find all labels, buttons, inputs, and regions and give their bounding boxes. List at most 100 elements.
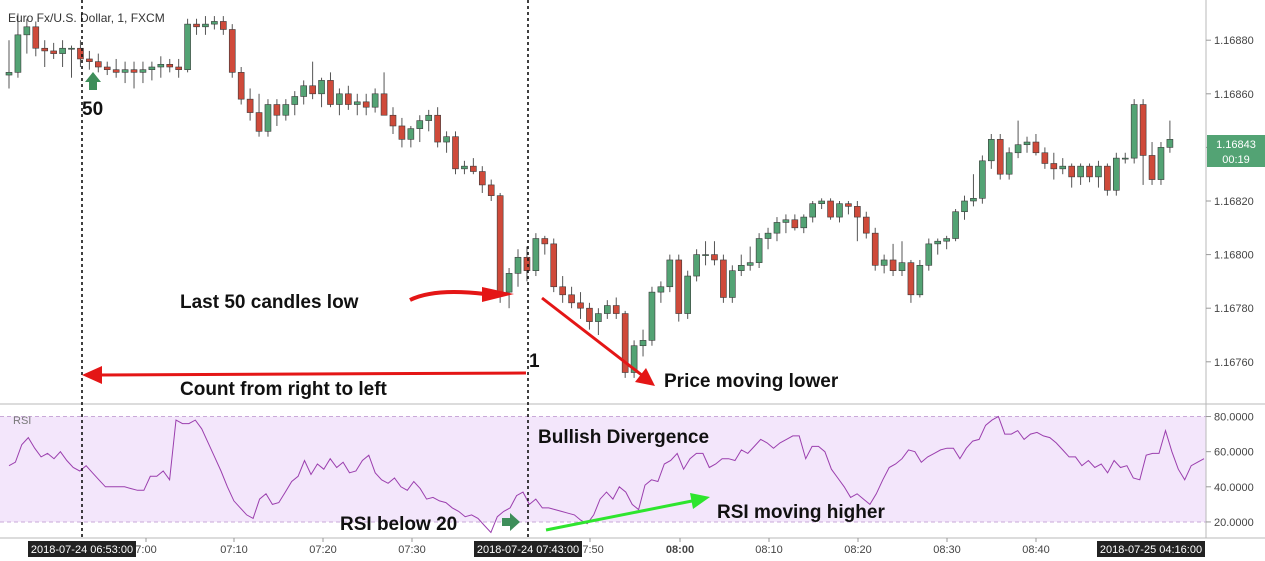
time-marker-end-bg [474, 541, 582, 557]
count-start-label: 50 [82, 99, 103, 120]
candle-body [41, 47, 49, 52]
candle-body [630, 345, 638, 373]
price-tick-label: 1.16760 [1214, 357, 1254, 369]
candle-body [264, 104, 272, 132]
candle-body [398, 125, 406, 140]
candle-body [1121, 157, 1129, 160]
candle-body [166, 64, 174, 68]
time-axis: 7:00 07:10 07:20 07:30 07:50 08:00 08:10 08:20 0… [135, 538, 1050, 556]
candle-body [773, 222, 781, 234]
candle-body [470, 165, 477, 172]
candle-body [979, 160, 986, 199]
candle-body [1095, 165, 1102, 178]
candle-body [1077, 165, 1084, 178]
candle-body [1023, 141, 1031, 146]
price-tick-label: 1.16860 [1214, 89, 1254, 101]
price-tick-label: 1.16820 [1214, 196, 1254, 208]
candle-body [854, 206, 861, 218]
time-tick-label: 08:40 [1022, 544, 1050, 556]
time-tick-label: 07:10 [220, 544, 248, 556]
price-tick-label: 1.16800 [1214, 250, 1254, 262]
candle-body [514, 256, 522, 274]
candle-body [800, 216, 808, 229]
rsi-axis: 80.0000 60.0000 40.0000 20.0000 [1206, 412, 1254, 529]
candle-body [461, 165, 468, 170]
candle-body [1139, 104, 1147, 156]
candle-body [693, 254, 700, 277]
candle-body [1086, 165, 1093, 178]
candle-body [193, 23, 200, 28]
candle-body [934, 240, 942, 245]
time-tick-label: 7:00 [135, 544, 156, 556]
candle-body [255, 112, 263, 132]
candle-body [202, 23, 209, 28]
candle-body [737, 265, 745, 271]
candle-body [14, 34, 22, 73]
candle-body [970, 198, 977, 202]
candle-body [478, 171, 486, 186]
candle-body [112, 69, 120, 73]
candle-body [720, 259, 727, 298]
candle-body [300, 85, 307, 97]
green-right-arrow-icon [502, 513, 520, 531]
price-tick-label: 1.16880 [1214, 35, 1254, 47]
count-direction-arrow-shaft [97, 371, 527, 377]
candle-body [675, 259, 683, 314]
time-tick-label: 08:00 [666, 544, 694, 556]
candle-body [416, 120, 424, 129]
candle-body [452, 136, 459, 170]
candle-body [612, 305, 620, 314]
curved-red-arrow-icon [409, 289, 486, 302]
time-tick-label: 07:30 [398, 544, 426, 556]
candle-body [103, 66, 111, 70]
count-end-label: 1 [529, 351, 540, 372]
candle-body [1148, 155, 1156, 180]
candle-body [282, 104, 290, 116]
candle-body [211, 21, 218, 25]
candle-body [791, 219, 799, 229]
candle-body [604, 305, 611, 314]
candle-body [862, 216, 870, 234]
candle-body [1157, 147, 1165, 180]
candle-body [916, 265, 924, 296]
candle-body [291, 96, 299, 105]
candle-body [23, 26, 31, 36]
bullish-divergence-label: Bullish Divergence [538, 427, 709, 448]
candle-body [827, 200, 834, 218]
candle-body [550, 243, 558, 288]
time-marker-last: 2018-07-25 04:16:00 [1100, 544, 1202, 556]
candle-body [505, 273, 513, 293]
candle-body [157, 64, 165, 68]
candle-body [559, 286, 566, 296]
candle-body [237, 72, 245, 100]
candle-body [1130, 104, 1138, 159]
candle-body [729, 270, 736, 298]
candle-body [657, 286, 665, 293]
candle-body [59, 47, 66, 54]
candle-body [246, 98, 254, 113]
count-direction-arrowhead-icon [82, 366, 102, 384]
candle-body [389, 114, 397, 127]
candle-body [487, 184, 495, 196]
candle-body [880, 259, 888, 266]
candle-body [380, 93, 388, 116]
candle-body [648, 291, 656, 341]
candle-body [987, 139, 995, 162]
candle-body [32, 26, 40, 49]
rsi-tick-label: 40.0000 [1214, 482, 1254, 494]
last-price-tag [1207, 135, 1265, 167]
candle-body [1032, 141, 1040, 154]
green-up-arrow-icon [85, 72, 101, 90]
candle-body [532, 238, 540, 271]
rsi-title: RSI [13, 415, 31, 427]
rsi-below-20-label: RSI below 20 [340, 514, 457, 535]
candle-body [836, 203, 843, 218]
candle-body [5, 72, 13, 76]
candle-body [309, 85, 316, 95]
rsi-higher-label: RSI moving higher [717, 502, 885, 523]
candle-body [1104, 165, 1111, 191]
candle-body [443, 136, 450, 143]
candle-body [371, 93, 379, 108]
candle-body [541, 238, 549, 245]
